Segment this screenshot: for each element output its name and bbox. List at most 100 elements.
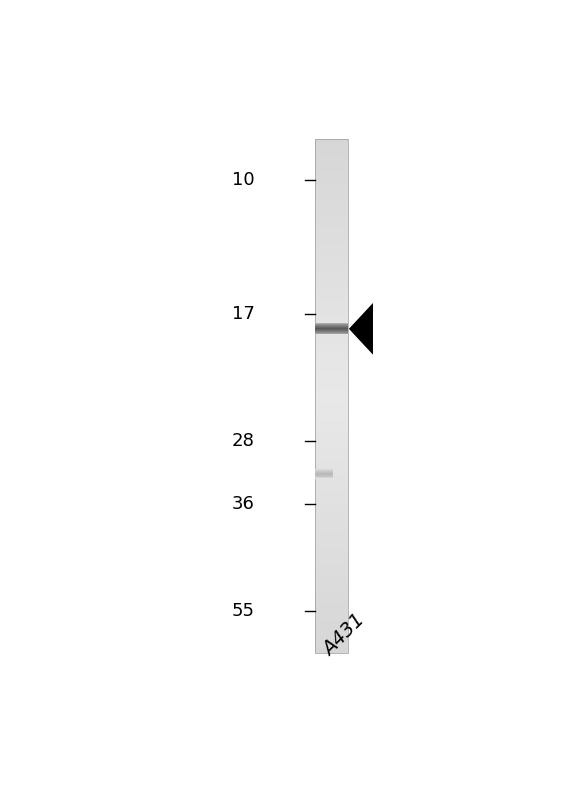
Bar bbox=[315, 378, 347, 381]
Bar bbox=[315, 236, 347, 238]
Bar bbox=[315, 286, 347, 288]
Bar bbox=[315, 308, 347, 310]
Bar bbox=[315, 634, 347, 636]
Bar bbox=[315, 510, 347, 513]
Bar bbox=[315, 356, 347, 358]
Bar bbox=[315, 342, 347, 345]
Bar bbox=[315, 291, 347, 294]
Bar bbox=[315, 464, 347, 466]
Bar bbox=[315, 374, 347, 376]
Bar bbox=[315, 182, 347, 184]
Bar bbox=[315, 497, 347, 499]
Bar bbox=[315, 438, 347, 441]
Bar bbox=[315, 471, 333, 472]
Bar bbox=[315, 166, 347, 168]
Bar bbox=[315, 159, 347, 162]
Bar bbox=[315, 434, 347, 436]
Bar bbox=[315, 528, 347, 530]
Text: 36: 36 bbox=[232, 495, 254, 513]
Bar bbox=[315, 608, 347, 610]
Bar bbox=[315, 354, 347, 357]
Bar bbox=[315, 462, 347, 465]
Bar bbox=[315, 389, 347, 391]
Bar bbox=[315, 209, 347, 211]
Bar bbox=[315, 264, 347, 266]
Bar bbox=[315, 603, 347, 606]
Bar bbox=[315, 190, 347, 192]
Bar bbox=[315, 212, 347, 214]
Bar bbox=[315, 651, 347, 654]
Bar bbox=[315, 432, 347, 434]
Bar bbox=[315, 425, 347, 427]
Bar bbox=[315, 138, 347, 141]
Bar bbox=[315, 538, 347, 540]
Polygon shape bbox=[349, 303, 373, 354]
Bar bbox=[315, 250, 347, 252]
Bar bbox=[315, 353, 347, 355]
Bar bbox=[315, 650, 347, 652]
Bar bbox=[315, 410, 347, 412]
Bar bbox=[315, 326, 347, 327]
Bar bbox=[315, 470, 333, 471]
Bar bbox=[315, 152, 347, 154]
Bar bbox=[315, 474, 333, 475]
Bar bbox=[315, 471, 333, 473]
Bar bbox=[315, 440, 347, 442]
Bar bbox=[315, 618, 347, 621]
Bar bbox=[315, 488, 347, 490]
Bar bbox=[315, 156, 347, 158]
Bar bbox=[315, 639, 347, 642]
Bar bbox=[315, 238, 347, 240]
Bar bbox=[315, 396, 347, 398]
Bar bbox=[315, 562, 347, 564]
Bar bbox=[315, 174, 347, 177]
Bar bbox=[315, 392, 347, 394]
Bar bbox=[315, 267, 347, 270]
Bar bbox=[315, 330, 347, 331]
Bar bbox=[315, 569, 347, 571]
Bar bbox=[315, 472, 333, 473]
Bar bbox=[315, 221, 347, 223]
Bar bbox=[315, 641, 347, 643]
Bar bbox=[315, 536, 347, 538]
Bar bbox=[315, 509, 347, 511]
Bar bbox=[315, 332, 347, 334]
Bar bbox=[315, 331, 347, 333]
Bar bbox=[315, 139, 347, 654]
Bar bbox=[315, 233, 347, 235]
Bar bbox=[315, 490, 347, 492]
Bar bbox=[315, 326, 347, 328]
Bar bbox=[315, 500, 347, 502]
Bar bbox=[315, 416, 347, 418]
Bar bbox=[315, 322, 347, 324]
Bar bbox=[315, 344, 347, 346]
Bar bbox=[315, 200, 347, 202]
Bar bbox=[315, 296, 347, 298]
Text: 17: 17 bbox=[232, 306, 254, 323]
Bar bbox=[315, 226, 347, 228]
Bar bbox=[315, 394, 347, 396]
Bar bbox=[315, 144, 347, 146]
Bar bbox=[315, 294, 347, 297]
Bar bbox=[315, 593, 347, 595]
Bar bbox=[315, 246, 347, 249]
Bar bbox=[315, 147, 347, 150]
Bar bbox=[315, 534, 347, 537]
Bar bbox=[315, 590, 347, 592]
Bar bbox=[315, 365, 347, 367]
Bar bbox=[315, 617, 347, 619]
Bar bbox=[315, 338, 347, 340]
Bar bbox=[315, 325, 347, 326]
Bar bbox=[315, 428, 347, 430]
Bar bbox=[315, 326, 347, 328]
Bar bbox=[315, 368, 347, 370]
Bar bbox=[315, 472, 333, 474]
Bar bbox=[315, 612, 347, 614]
Bar bbox=[315, 507, 347, 510]
Bar bbox=[315, 270, 347, 273]
Bar bbox=[315, 642, 347, 645]
Bar bbox=[315, 327, 347, 328]
Bar bbox=[315, 560, 347, 562]
Bar bbox=[315, 377, 347, 379]
Bar bbox=[315, 478, 347, 480]
